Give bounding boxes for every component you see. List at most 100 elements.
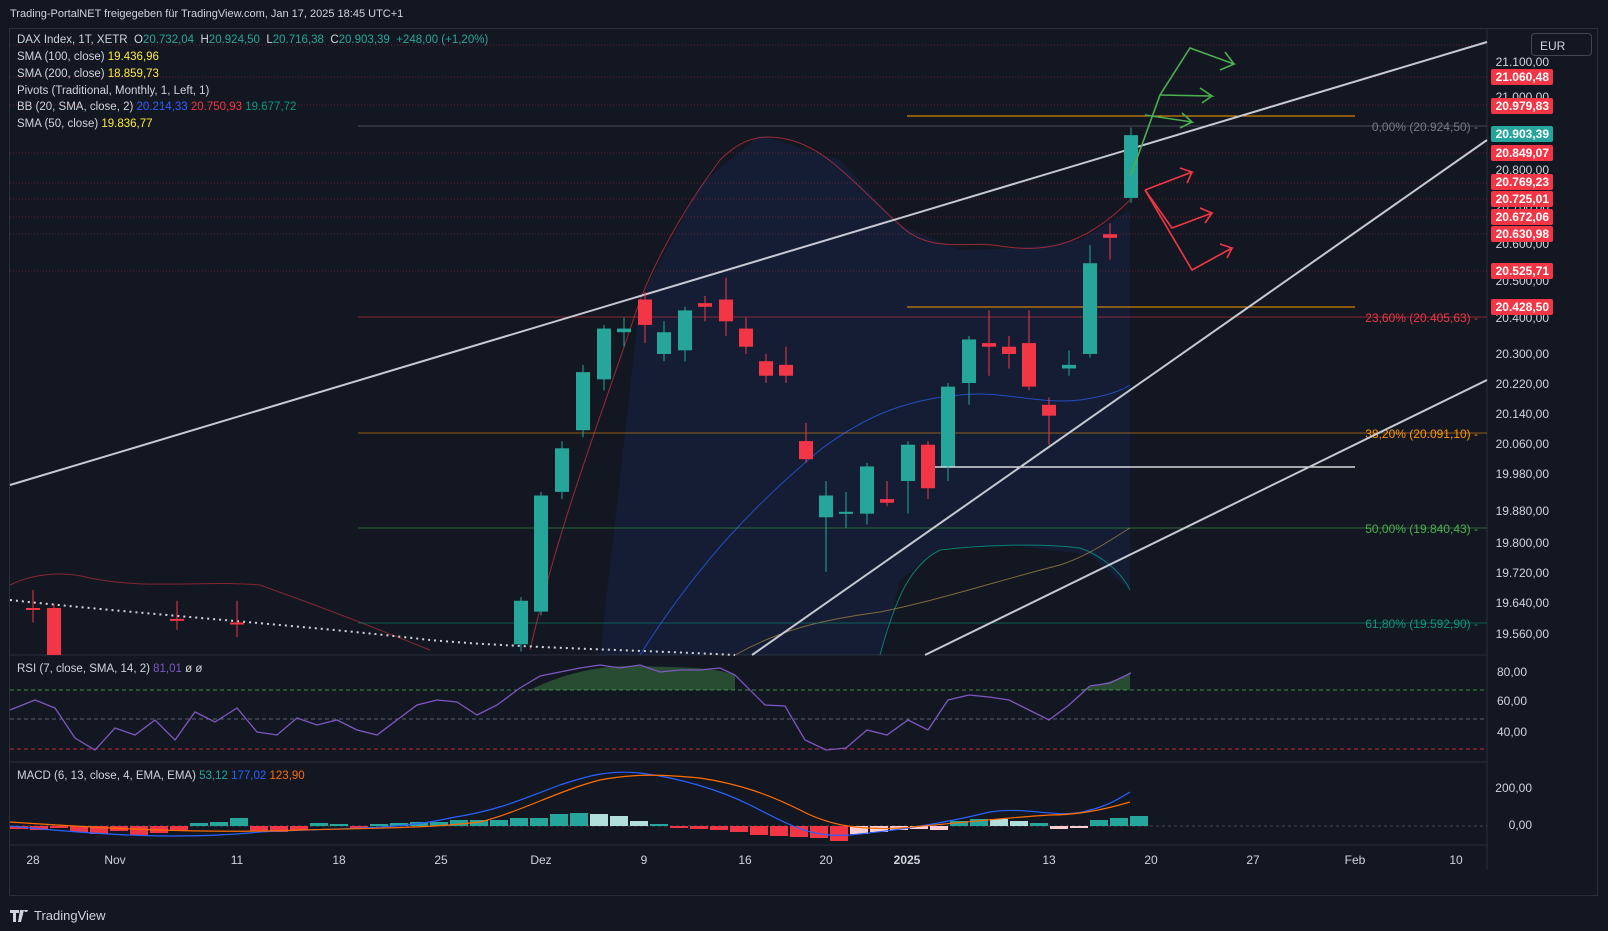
sma200-value: 18.859,73 — [107, 68, 159, 80]
macd-histogram-bar — [290, 826, 308, 830]
price-axis-label: 21.100,00 — [1496, 55, 1550, 69]
candle-body — [719, 299, 733, 322]
macd-legend[interactable]: MACD (6, 13, close, 4, EMA, EMA) 53,12 1… — [17, 770, 305, 782]
high-value: 20.924,50 — [208, 34, 260, 46]
price-axis-label: 19.560,00 — [1496, 627, 1550, 641]
bb-legend[interactable]: BB (20, SMA, close, 2) 20.214,33 20.750,… — [17, 101, 296, 113]
time-axis-label: 28 — [26, 853, 40, 867]
macd-histogram-bar — [450, 820, 468, 826]
tradingview-logo: TradingView — [10, 908, 106, 923]
macd-histogram-bar — [210, 822, 228, 826]
price-marker — [1491, 263, 1553, 279]
bb-fill — [600, 135, 1130, 655]
macd-histogram-bar — [610, 816, 628, 826]
close-value: 20.903,39 — [338, 34, 390, 46]
macd-histogram-bar — [370, 824, 388, 826]
candle-body — [860, 466, 874, 514]
price-marker-label: 21.060,48 — [1496, 70, 1550, 84]
bb-upper-value: 20.750,93 — [190, 101, 243, 113]
candle-body — [638, 299, 652, 325]
macd-histogram-bar — [570, 813, 588, 826]
time-axis-label: Dez — [530, 853, 551, 867]
price-marker — [1491, 209, 1553, 225]
candle-body — [555, 448, 569, 492]
macd-histogram-bar — [770, 826, 788, 836]
rsi-extra: ø ø — [185, 663, 203, 675]
price-axis-label: 20.220,00 — [1496, 377, 1550, 391]
fib-label: 38,20% (20.091,10) - — [1365, 427, 1478, 441]
rsi-legend[interactable]: RSI (7, close, SMA, 14, 2) 81,01 ø ø — [17, 663, 202, 675]
rsi-value: 81,01 — [153, 663, 182, 675]
candle-body — [230, 622, 244, 625]
candle-body — [779, 364, 793, 376]
upper-trendline — [9, 41, 1488, 486]
symbol-name: DAX Index, 1T, XETR — [17, 34, 128, 46]
macd-axis-label: 200,00 — [1495, 781, 1532, 795]
time-axis-label: 27 — [1246, 853, 1260, 867]
candle-body — [982, 343, 996, 347]
rsi-axis-label: 60,00 — [1497, 694, 1527, 708]
candle-body — [1002, 346, 1016, 354]
pivots-legend[interactable]: Pivots (Traditional, Monthly, 1, Left, 1… — [17, 85, 209, 97]
currency-button[interactable]: EUR — [1531, 33, 1592, 56]
macd-histogram-bar — [750, 826, 768, 835]
macd-histogram-bar — [510, 818, 528, 826]
share-header: Trading-PortalNET freigegeben für Tradin… — [0, 0, 1608, 28]
macd-histogram-bar — [1110, 818, 1128, 826]
macd-histogram-bar — [650, 824, 668, 826]
price-marker — [1491, 174, 1553, 190]
macd-histogram-bar — [990, 819, 1008, 826]
price-marker — [1491, 191, 1553, 207]
tradingview-logo-icon — [10, 909, 28, 922]
macd-axis-label: 0,00 — [1509, 818, 1533, 832]
time-axis-label: 16 — [738, 853, 752, 867]
macd-histogram-bar — [830, 826, 848, 841]
open-label: O — [133, 34, 143, 46]
low-label: L — [266, 34, 273, 46]
candle-body — [678, 310, 692, 351]
macd-histogram-bar — [10, 826, 28, 829]
macd-histogram-bar — [1090, 820, 1108, 826]
price-axis-label: 19.800,00 — [1496, 536, 1550, 550]
lower-trendline — [924, 379, 1488, 656]
macd-histogram-bar — [470, 820, 488, 826]
macd-histogram-bar — [590, 814, 608, 826]
sma50-label: SMA (50, close) — [17, 118, 99, 130]
macd-histogram-bar — [30, 826, 48, 830]
price-marker — [1491, 126, 1553, 142]
bb-lower-value: 19.677,72 — [245, 101, 297, 113]
candle-body — [1022, 343, 1036, 387]
macd-hist-value: 53,12 — [199, 770, 228, 782]
macd-histogram-bar — [810, 826, 828, 838]
macd-histogram-bar — [230, 818, 248, 826]
macd-histogram-bar — [390, 823, 408, 826]
tradingview-logo-text: TradingView — [34, 908, 106, 923]
time-axis-label: 13 — [1042, 853, 1056, 867]
sma100-legend[interactable]: SMA (100, close) 19.436,96 — [17, 51, 159, 63]
macd-label: MACD (6, 13, close, 4, EMA, EMA) — [17, 770, 196, 782]
sma100-label: SMA (100, close) — [17, 51, 105, 63]
projection-arrow — [1144, 167, 1195, 191]
sma50-legend[interactable]: SMA (50, close) 19.836,77 — [17, 118, 153, 130]
sma200-legend[interactable]: SMA (200, close) 18.859,73 — [17, 68, 159, 80]
candle-body — [170, 618, 184, 621]
macd-histogram-bar — [170, 826, 188, 830]
macd-histogram-bar — [690, 826, 708, 829]
candle-body — [1083, 263, 1097, 354]
candle-body — [962, 339, 976, 383]
time-axis-label: 2025 — [894, 853, 921, 867]
macd-histogram-bar — [270, 826, 288, 832]
candle-body — [880, 499, 894, 503]
price-axis-label: 20.140,00 — [1496, 407, 1550, 421]
price-marker-label: 20.979,83 — [1496, 99, 1550, 113]
projection-arrow — [1159, 87, 1215, 104]
macd-histogram-bar — [850, 826, 868, 834]
candle-body — [617, 328, 631, 333]
candle-body — [1124, 135, 1138, 198]
candle-body — [534, 495, 548, 612]
candle-body — [819, 495, 833, 518]
sma200-label: SMA (200, close) — [17, 68, 105, 80]
macd-histogram-bar — [430, 822, 448, 826]
open-value: 20.732,04 — [142, 34, 195, 46]
